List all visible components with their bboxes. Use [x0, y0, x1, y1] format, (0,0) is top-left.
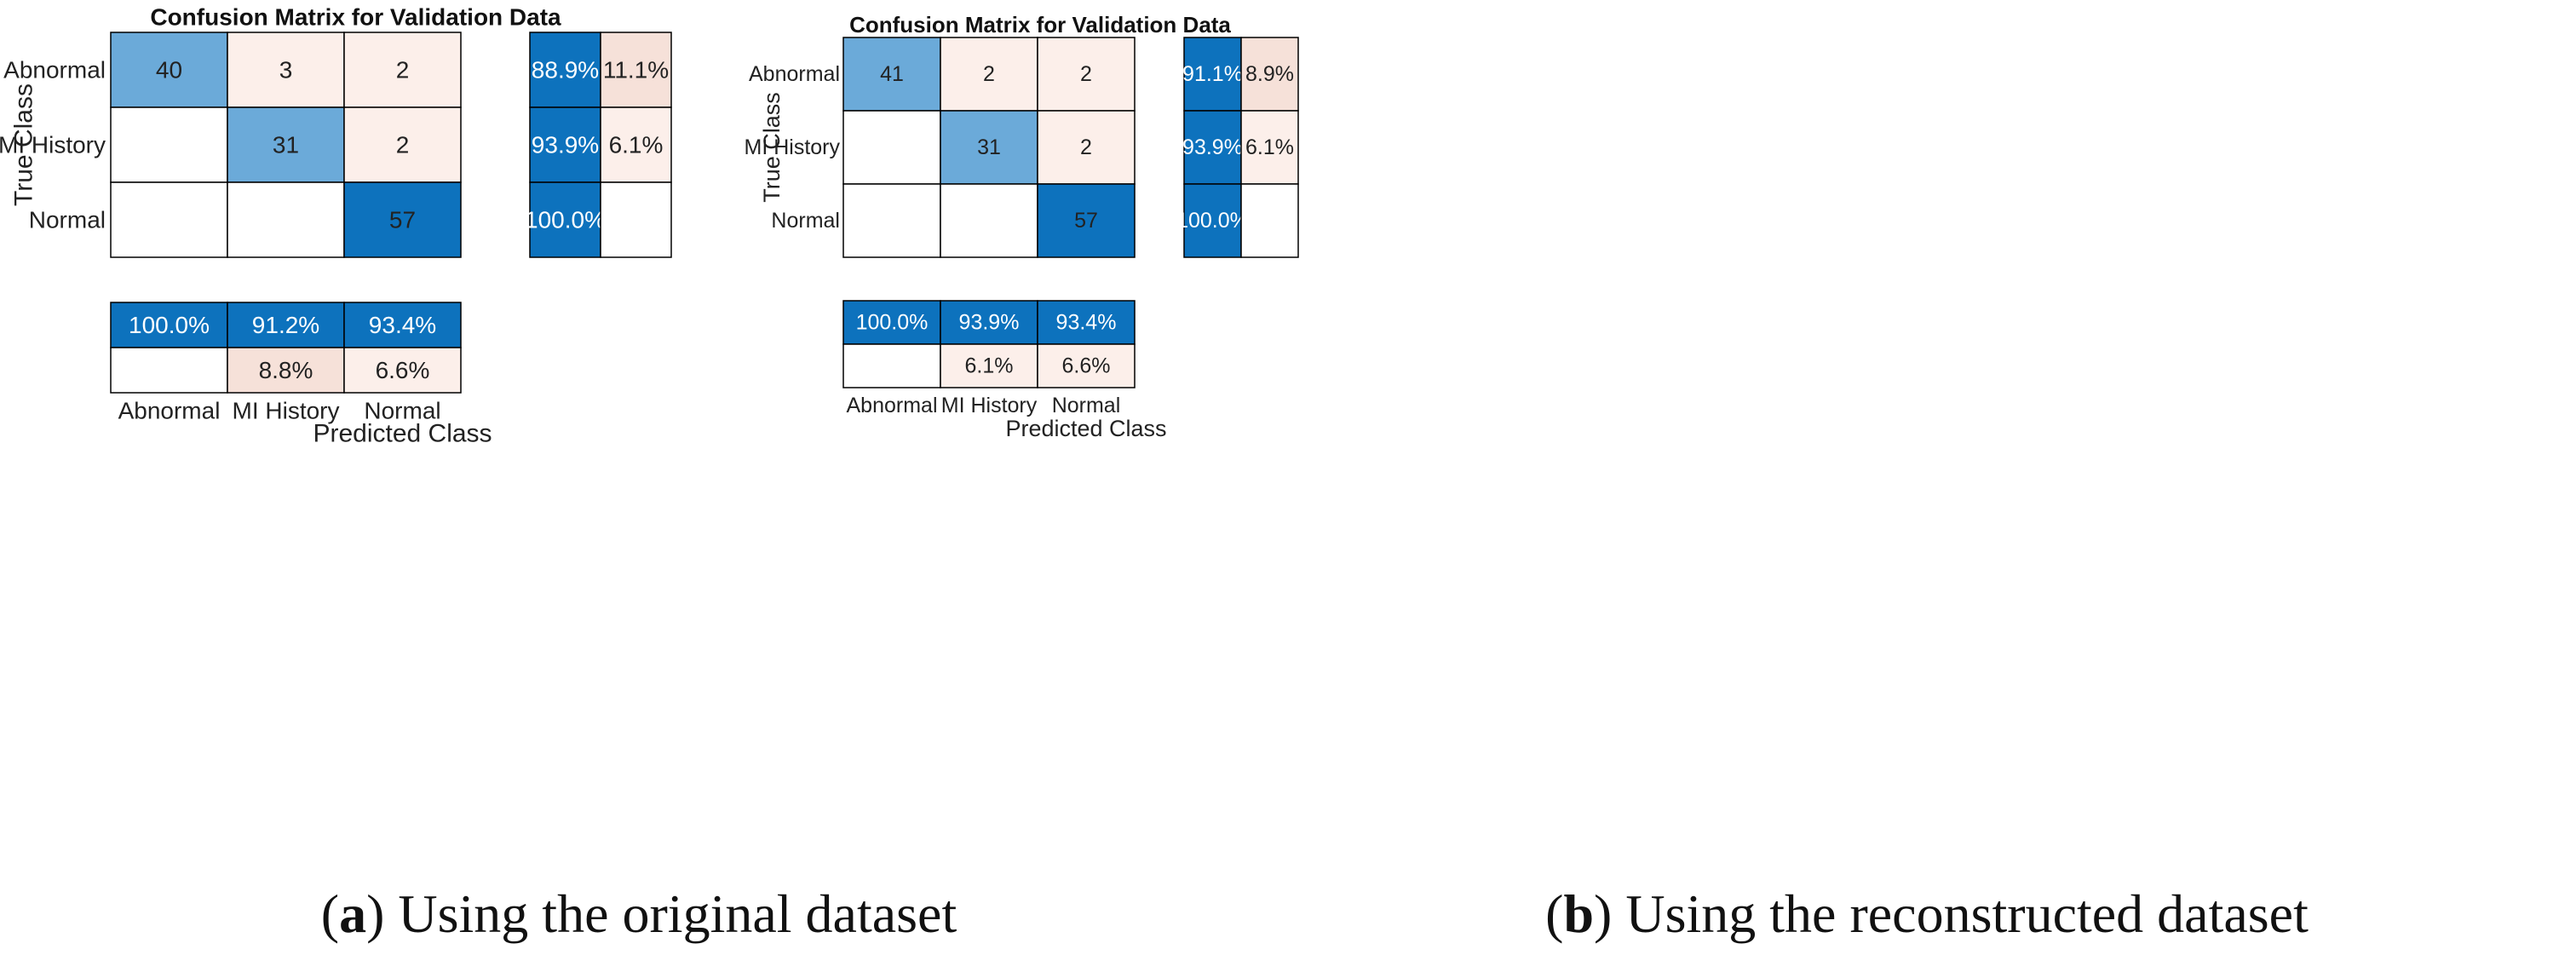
- row-summary-cell: [1183, 183, 1242, 258]
- column-summary-cell: [227, 347, 345, 394]
- row-summary-cell: [529, 106, 601, 183]
- matrix-cell-value: 2: [396, 57, 410, 83]
- matrix-cell: [940, 37, 1038, 112]
- x-tick-label: Normal: [364, 398, 440, 424]
- x-tick-label: Abnormal: [118, 398, 221, 424]
- column-summary-value: 93.9%: [959, 311, 1020, 335]
- column-summary-value: 6.1%: [965, 354, 1014, 378]
- chart-title: Confusion Matrix for Validation Data: [150, 4, 561, 31]
- row-tick-label: Normal: [771, 209, 840, 233]
- matrix-cell: [110, 106, 228, 183]
- matrix-cell-value: 31: [977, 135, 1001, 159]
- row-summary-cell: [600, 32, 672, 108]
- matrix-cell-value: 57: [1074, 209, 1098, 233]
- column-summary-cell: [1037, 343, 1136, 388]
- column-summary-value: 93.4%: [369, 312, 436, 338]
- caption-b-text: Using the reconstructed dataset: [1625, 883, 2309, 944]
- column-summary-cell: [227, 302, 345, 348]
- matrix-cell: [842, 37, 941, 112]
- row-summary-value: 100.0%: [525, 207, 606, 233]
- caption-b: (b) Using the reconstructed dataset: [1545, 883, 2309, 944]
- matrix-cell: [842, 183, 941, 258]
- row-summary-value: 100.0%: [1176, 209, 1249, 233]
- matrix-cell: [110, 32, 228, 108]
- row-summary-value: 93.9%: [532, 132, 599, 158]
- row-summary-cell: [600, 181, 672, 258]
- row-summary-cell: [1240, 37, 1299, 112]
- matrix-cell: [1037, 183, 1136, 258]
- row-tick-label: MI History: [745, 135, 841, 159]
- y-axis-label: True Class: [759, 92, 785, 203]
- row-tick-label: Abnormal: [3, 57, 106, 83]
- row-summary-value: 6.1%: [1245, 135, 1294, 159]
- matrix-cell: [110, 181, 228, 258]
- x-tick-label: MI History: [941, 394, 1038, 417]
- matrix-cell-value: 31: [273, 132, 299, 158]
- row-summary-cell: [600, 106, 672, 183]
- x-tick-label: Normal: [1052, 394, 1121, 417]
- column-summary-cell: [940, 343, 1038, 388]
- matrix-cell: [227, 32, 345, 108]
- matrix-cell: [1037, 37, 1136, 112]
- matrix-cell-value: 2: [1080, 135, 1092, 159]
- row-summary-cell: [529, 181, 601, 258]
- row-tick-label: Normal: [29, 207, 106, 233]
- x-axis-label: Predicted Class: [1005, 416, 1166, 441]
- matrix-cell-value: 2: [983, 62, 995, 86]
- column-summary-value: 8.8%: [259, 357, 313, 383]
- column-summary-cell: [343, 302, 462, 348]
- matrix-cell-value: 57: [389, 207, 416, 233]
- chart-title: Confusion Matrix for Validation Data: [849, 12, 1231, 37]
- caption-a-label: a: [339, 883, 367, 944]
- matrix-cell: [1037, 110, 1136, 185]
- matrix-cell-value: 2: [396, 132, 410, 158]
- caption-a: (a) Using the original dataset: [320, 883, 957, 944]
- column-summary-value: 6.6%: [1062, 354, 1111, 378]
- column-summary-cell: [842, 343, 941, 388]
- matrix-cell-value: 41: [880, 62, 904, 86]
- caption-b-label: b: [1563, 883, 1595, 944]
- row-summary-value: 6.1%: [609, 132, 664, 158]
- y-axis-label: True Class: [10, 83, 38, 206]
- matrix-cell: [343, 181, 462, 258]
- x-axis-label: Predicted Class: [313, 420, 492, 448]
- row-summary-value: 11.1%: [603, 57, 669, 83]
- panel-b: Confusion Matrix for Validation Data 41 2 2…: [745, 12, 1299, 441]
- panel-a: Confusion Matrix for Validation Data 40 3 2…: [0, 4, 672, 448]
- column-summary-value: 91.2%: [252, 312, 319, 338]
- row-summary-value: 88.9%: [532, 57, 599, 83]
- matrix-cell: [842, 110, 941, 185]
- row-tick-label: Abnormal: [749, 62, 840, 86]
- matrix-cell: [227, 181, 345, 258]
- row-summary-cell: [1240, 110, 1299, 185]
- column-summary-cell: [343, 347, 462, 394]
- matrix-cell: [940, 183, 1038, 258]
- matrix-cell: [343, 32, 462, 108]
- column-summary-value: 6.6%: [376, 357, 430, 383]
- column-summary-cell: [110, 302, 228, 348]
- matrix-cell-value: 3: [279, 57, 293, 83]
- x-tick-label: MI History: [233, 398, 340, 424]
- row-tick-label: MI History: [0, 132, 106, 158]
- column-summary-cell: [110, 347, 228, 394]
- column-summary-value: 93.4%: [1056, 311, 1117, 335]
- caption-a-text: Using the original dataset: [398, 883, 957, 944]
- x-tick-label: Abnormal: [847, 394, 938, 417]
- column-summary-value: 100.0%: [856, 311, 929, 335]
- matrix-cell: [227, 106, 345, 183]
- matrix-cell-value: 2: [1080, 62, 1092, 86]
- matrix-cell-value: 40: [156, 57, 182, 83]
- row-summary-value: 93.9%: [1182, 135, 1243, 159]
- row-summary-cell: [1240, 183, 1299, 258]
- row-summary-value: 91.1%: [1182, 62, 1243, 86]
- column-summary-value: 100.0%: [129, 312, 210, 338]
- row-summary-value: 8.9%: [1245, 62, 1294, 86]
